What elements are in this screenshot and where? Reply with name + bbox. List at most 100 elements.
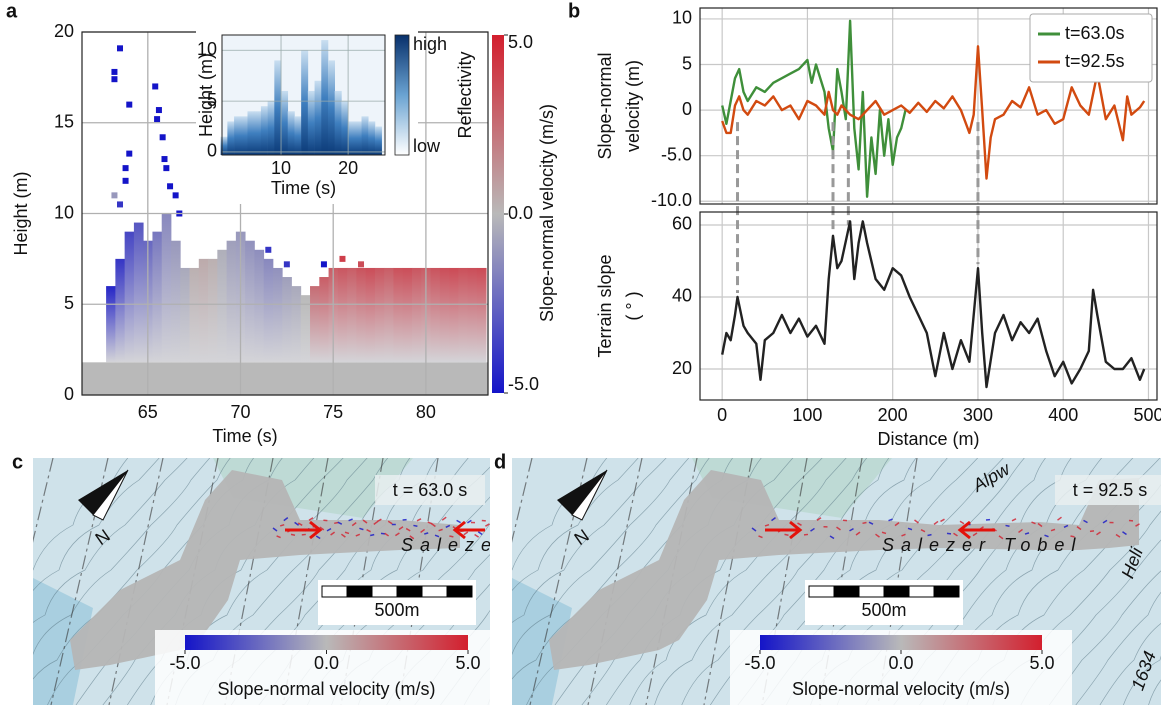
velocity-streak (373, 520, 379, 525)
velocity-streak (901, 533, 906, 537)
velocity-streak (1050, 528, 1056, 532)
velocity-cell (111, 68, 118, 75)
velocity-streak (1122, 531, 1127, 536)
velocity-streak (1057, 516, 1062, 521)
scale-segment (933, 585, 960, 598)
velocity-column (384, 267, 394, 363)
velocity-streak (420, 528, 426, 534)
y-axis-label: velocity (m) (623, 60, 643, 152)
colorbar-label: Slope-normal velocity (m/s) (537, 104, 557, 322)
velocity-streak (1083, 519, 1088, 524)
velocity-streak (456, 519, 461, 524)
velocity-cell (122, 165, 129, 172)
road-line (108, 458, 164, 705)
y-axis-label: ( ° ) (623, 291, 643, 320)
velocity-streak (1005, 524, 1010, 527)
velocity-streak (377, 518, 382, 523)
flow-arrow-head (309, 520, 323, 540)
velocity-streak (430, 522, 436, 528)
velocity-column (449, 267, 459, 363)
velocity-cell (161, 156, 168, 163)
y-tick-label: 10 (672, 8, 692, 28)
reflectivity-column (334, 90, 342, 155)
velocity-streak (366, 529, 371, 533)
velocity-streak (477, 531, 483, 536)
velocity-streak (474, 533, 480, 538)
velocity-streak (1063, 524, 1069, 529)
velocity-cell (339, 255, 346, 262)
velocity-column (161, 213, 172, 363)
y-axis-label: Slope-normal (595, 52, 615, 159)
velocity-column (300, 295, 311, 363)
scale-segment (883, 585, 910, 598)
contour-line (33, 458, 231, 680)
velocity-streak (927, 533, 932, 537)
velocity-streak (933, 520, 939, 525)
velocity-column (152, 231, 163, 363)
velocity-streak (416, 518, 422, 522)
inset-colorbar (394, 34, 410, 156)
velocity-streak (272, 527, 278, 532)
lake-patch (33, 578, 93, 705)
velocity-streak (881, 531, 887, 535)
x-tick-label: 75 (323, 402, 343, 422)
velocity-column (411, 267, 422, 363)
velocity-cell (155, 107, 162, 114)
velocity-column (337, 267, 348, 363)
reflectivity-column (240, 116, 248, 155)
velocity-streak (427, 521, 433, 525)
place-label: Salezer Tobel (882, 535, 1082, 555)
velocity-cell (152, 83, 159, 90)
velocity-cell (163, 165, 170, 172)
velocity-column (208, 258, 218, 363)
velocity-column (356, 267, 367, 363)
x-tick-label: 200 (878, 405, 908, 425)
reflectivity-column (234, 116, 242, 155)
panel-label: b (568, 0, 580, 22)
y-tick-label: 60 (672, 214, 692, 234)
velocity-streak (370, 533, 375, 537)
velocity-streak (771, 517, 776, 522)
velocity-cell (111, 76, 118, 83)
velocity-streak (1031, 521, 1036, 525)
velocity-streak (1044, 534, 1049, 538)
velocity-streak (449, 535, 454, 538)
inset-y-tick-label: 0 (207, 141, 217, 161)
colorbar (185, 635, 468, 650)
velocity-streak (751, 527, 757, 532)
contour-line (512, 458, 667, 623)
velocity-streak (1135, 523, 1140, 527)
inset-colorbar-high: high (413, 34, 447, 54)
velocity-streak (953, 532, 958, 537)
floor (82, 362, 488, 395)
velocity-streak (940, 518, 945, 523)
velocity-cell (117, 201, 124, 208)
avalanche-footprint (549, 470, 1139, 670)
velocity-streak (394, 532, 400, 537)
north-arrow-half (92, 469, 129, 521)
scale-segment (346, 585, 373, 598)
contour-line (1123, 655, 1161, 705)
reflectivity-column (267, 101, 275, 155)
velocity-streak (784, 533, 789, 536)
colorbar-tick-label: -5.0 (508, 374, 539, 394)
reflectivity-column (307, 90, 315, 155)
north-arrow-half (571, 469, 608, 521)
velocity-streak (920, 529, 926, 533)
y-tick-label: -5.0 (661, 144, 692, 164)
inset-x-tick-label: 20 (338, 158, 358, 178)
velocity-streak (972, 532, 978, 537)
inset-y-tick-label: 10 (197, 39, 217, 59)
y-tick-label: 10 (54, 202, 74, 222)
reflectivity-column (301, 50, 309, 155)
series-line (721, 45, 1146, 180)
reflectivity-column (227, 121, 235, 155)
velocity-streak (283, 517, 289, 522)
velocity-cell (283, 261, 290, 268)
velocity-streak (340, 533, 346, 538)
velocity-streak (398, 526, 404, 531)
x-tick-label: 65 (138, 402, 158, 422)
velocity-streak (810, 527, 815, 532)
